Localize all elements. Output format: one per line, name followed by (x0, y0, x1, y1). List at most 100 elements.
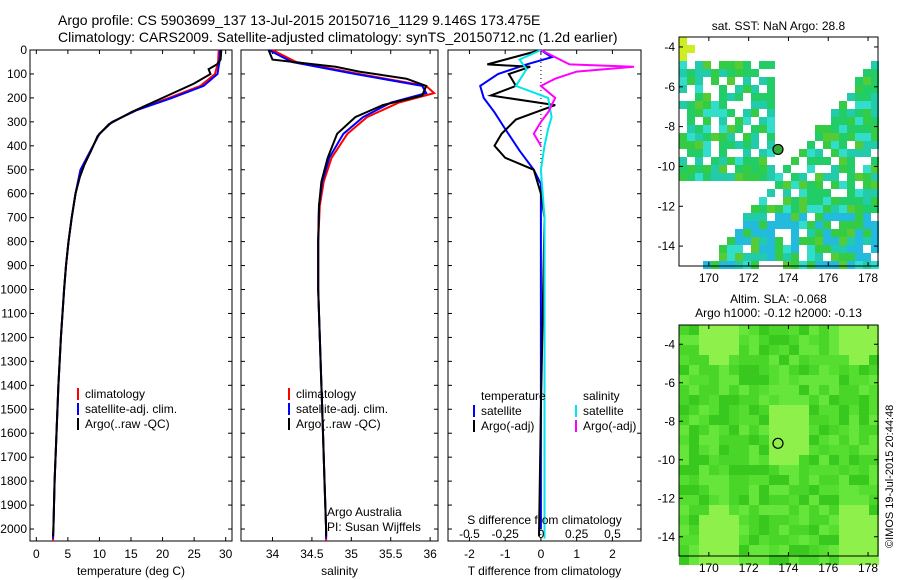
map-cell (743, 221, 751, 229)
map-cell (709, 445, 719, 455)
map-cell (819, 525, 829, 535)
map-cell (767, 253, 775, 261)
map-cell (695, 165, 703, 173)
map-cell (729, 435, 739, 445)
map-cell (743, 85, 751, 93)
map-cell (759, 101, 767, 109)
map-cell (687, 149, 695, 157)
map-cell (751, 253, 759, 261)
map-cell (855, 197, 863, 205)
map-cell (869, 395, 879, 405)
map-cell (839, 415, 849, 425)
map-cell (789, 435, 799, 445)
y-tick-label: -4 (664, 40, 675, 54)
map-cell (759, 375, 769, 385)
map-cell (789, 375, 799, 385)
map-cell (759, 525, 769, 535)
map-cell (719, 475, 729, 485)
map-cell (839, 149, 847, 157)
map-cell (727, 141, 735, 149)
map-cell (815, 245, 823, 253)
map-cell (759, 117, 767, 125)
map-cell (823, 157, 831, 165)
map-cell (869, 485, 879, 495)
map-cell (809, 395, 819, 405)
series-line (486, 49, 556, 537)
map-cell (829, 385, 839, 395)
map-cell (749, 355, 759, 365)
map-cell (871, 237, 879, 245)
map-cell (829, 465, 839, 475)
map-cell (839, 253, 847, 261)
map-cell (839, 335, 849, 345)
map-cell (727, 261, 735, 269)
map-cell (759, 485, 769, 495)
map-cell (815, 197, 823, 205)
map-cell (819, 475, 829, 485)
x-tick-label: 172 (739, 561, 759, 575)
map-cell (789, 355, 799, 365)
map-cell (869, 535, 879, 545)
map-cell (829, 395, 839, 405)
map-frame (678, 36, 879, 267)
map-cell (743, 109, 751, 117)
map-cell (703, 133, 711, 141)
map-cell (719, 149, 727, 157)
map-cell (689, 335, 699, 345)
map-cell (735, 61, 743, 69)
map-cell (799, 395, 809, 405)
map-cell (799, 213, 807, 221)
map-cell (729, 505, 739, 515)
map-cell (823, 197, 831, 205)
map-cell (729, 355, 739, 365)
map-cell (839, 425, 849, 435)
x-tick-label: 36 (423, 547, 437, 561)
y-tick-label: 200 (7, 91, 27, 105)
map-cell (729, 455, 739, 465)
legend-label: Argo(-adj) (583, 419, 636, 433)
map-cell (863, 261, 871, 269)
map-cell (819, 325, 829, 335)
map-cell (809, 475, 819, 485)
map-cell (769, 535, 779, 545)
map-cell (799, 545, 809, 555)
map-cell (823, 173, 831, 181)
map-cell (779, 375, 789, 385)
x-tick-label: 10 (93, 547, 107, 561)
map-cell (859, 475, 869, 485)
map-cell (759, 345, 769, 355)
map-cell (829, 555, 839, 565)
map-cell (831, 237, 839, 245)
map-cell (819, 545, 829, 555)
map-cell (739, 485, 749, 495)
map-cell (729, 535, 739, 545)
map-cell (839, 117, 847, 125)
map-cell (759, 77, 767, 85)
map-cell (815, 253, 823, 261)
map-cell (739, 375, 749, 385)
map-cell (735, 117, 743, 125)
map-cell (815, 213, 823, 221)
map-cell (783, 245, 791, 253)
map-cell (809, 455, 819, 465)
map-cell (849, 365, 859, 375)
map-cell (849, 455, 859, 465)
map-cell (769, 345, 779, 355)
x-tick-label: 15 (124, 547, 138, 561)
map-cell (759, 205, 767, 213)
map-cell (871, 165, 879, 173)
map-cell (849, 445, 859, 455)
map-cell (863, 173, 871, 181)
map-cell (855, 189, 863, 197)
map-cell (859, 395, 869, 405)
map-cell (807, 253, 815, 261)
map-cell (735, 125, 743, 133)
map-cell (719, 355, 729, 365)
map-cell (779, 515, 789, 525)
map-cell (831, 109, 839, 117)
map-cell (729, 415, 739, 425)
map-cell (869, 325, 879, 335)
map-cell (779, 495, 789, 505)
map-cell (749, 405, 759, 415)
map-cell (749, 455, 759, 465)
